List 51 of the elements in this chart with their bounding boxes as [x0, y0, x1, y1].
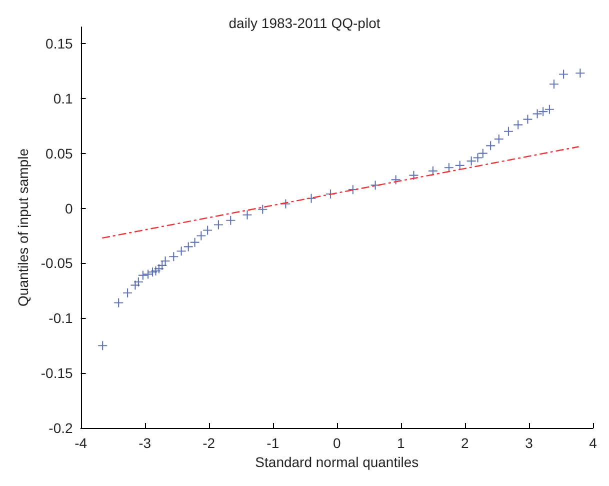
- x-tick-label: 0: [333, 435, 342, 451]
- point: [176, 246, 186, 256]
- point: [114, 298, 124, 308]
- point: [98, 341, 108, 350]
- point: [226, 216, 236, 225]
- x-tick-label: -2: [202, 435, 216, 451]
- point: [514, 120, 523, 130]
- point: [196, 231, 206, 240]
- y-tick-label: -0.15: [40, 365, 74, 382]
- x-tick-label: -4: [74, 435, 88, 451]
- point: [169, 252, 178, 262]
- point: [486, 141, 496, 150]
- x-axis-title: Standard normal quantiles: [255, 454, 419, 470]
- y-tick-label: 0: [65, 200, 74, 216]
- x-tick-label: 2: [461, 435, 470, 451]
- point: [494, 134, 504, 144]
- point: [190, 238, 200, 247]
- x-tick-label: -3: [138, 435, 152, 451]
- y-tick-label: -0.05: [40, 255, 74, 272]
- point: [504, 126, 513, 136]
- point: [549, 80, 558, 89]
- x-tick-label: -1: [266, 435, 280, 451]
- y-tick-label: -0.1: [48, 310, 74, 326]
- point: [214, 220, 223, 230]
- chart-title: daily 1983-2011 QQ-plot: [228, 15, 380, 31]
- point: [242, 210, 252, 220]
- y-tick-label: 0.15: [46, 35, 74, 52]
- x-tick-label: 4: [589, 435, 598, 451]
- point: [576, 68, 585, 78]
- y-axis-title: Quantiles of input sample: [15, 148, 31, 306]
- point: [544, 104, 554, 114]
- point: [160, 256, 170, 266]
- x-tick-label: 3: [525, 435, 534, 451]
- y-tick-label: 0.1: [53, 90, 74, 106]
- point: [466, 156, 476, 166]
- point: [532, 109, 542, 118]
- point: [523, 114, 532, 124]
- y-tick-label: -0.2: [48, 420, 74, 436]
- point: [258, 204, 268, 214]
- y-tick-label: 0.05: [46, 145, 74, 162]
- point: [409, 170, 418, 180]
- point: [473, 153, 482, 162]
- point: [538, 107, 548, 116]
- point: [184, 242, 193, 252]
- point: [134, 277, 143, 286]
- point: [203, 226, 212, 235]
- x-tick-label: 1: [397, 435, 406, 451]
- point: [559, 70, 568, 79]
- point: [138, 270, 148, 280]
- point: [478, 148, 488, 158]
- point: [123, 288, 132, 298]
